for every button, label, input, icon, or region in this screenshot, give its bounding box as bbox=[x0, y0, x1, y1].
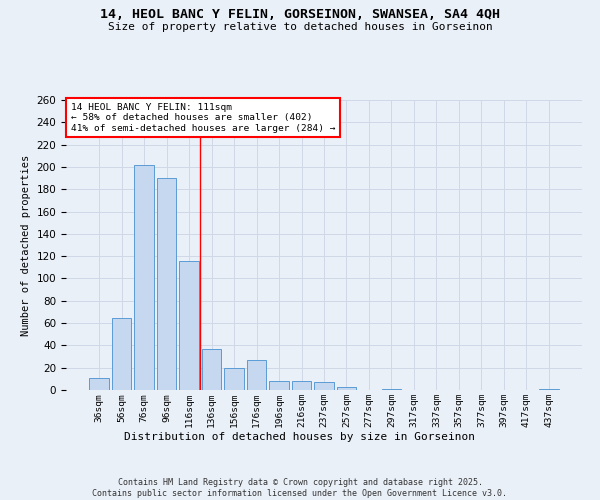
Y-axis label: Number of detached properties: Number of detached properties bbox=[21, 154, 31, 336]
Bar bbox=[112, 318, 131, 390]
Bar bbox=[247, 360, 266, 390]
Bar bbox=[539, 389, 559, 390]
Text: Contains HM Land Registry data © Crown copyright and database right 2025.
Contai: Contains HM Land Registry data © Crown c… bbox=[92, 478, 508, 498]
Text: Size of property relative to detached houses in Gorseinon: Size of property relative to detached ho… bbox=[107, 22, 493, 32]
Bar bbox=[157, 178, 176, 390]
Bar bbox=[314, 382, 334, 390]
Bar bbox=[337, 386, 356, 390]
Bar bbox=[134, 164, 154, 390]
Bar bbox=[382, 389, 401, 390]
Bar bbox=[179, 260, 199, 390]
Bar bbox=[224, 368, 244, 390]
Bar bbox=[269, 381, 289, 390]
Bar bbox=[292, 381, 311, 390]
Text: 14 HEOL BANC Y FELIN: 111sqm
← 58% of detached houses are smaller (402)
41% of s: 14 HEOL BANC Y FELIN: 111sqm ← 58% of de… bbox=[71, 103, 335, 132]
Bar bbox=[89, 378, 109, 390]
Text: 14, HEOL BANC Y FELIN, GORSEINON, SWANSEA, SA4 4QH: 14, HEOL BANC Y FELIN, GORSEINON, SWANSE… bbox=[100, 8, 500, 20]
Text: Distribution of detached houses by size in Gorseinon: Distribution of detached houses by size … bbox=[125, 432, 476, 442]
Bar bbox=[202, 348, 221, 390]
